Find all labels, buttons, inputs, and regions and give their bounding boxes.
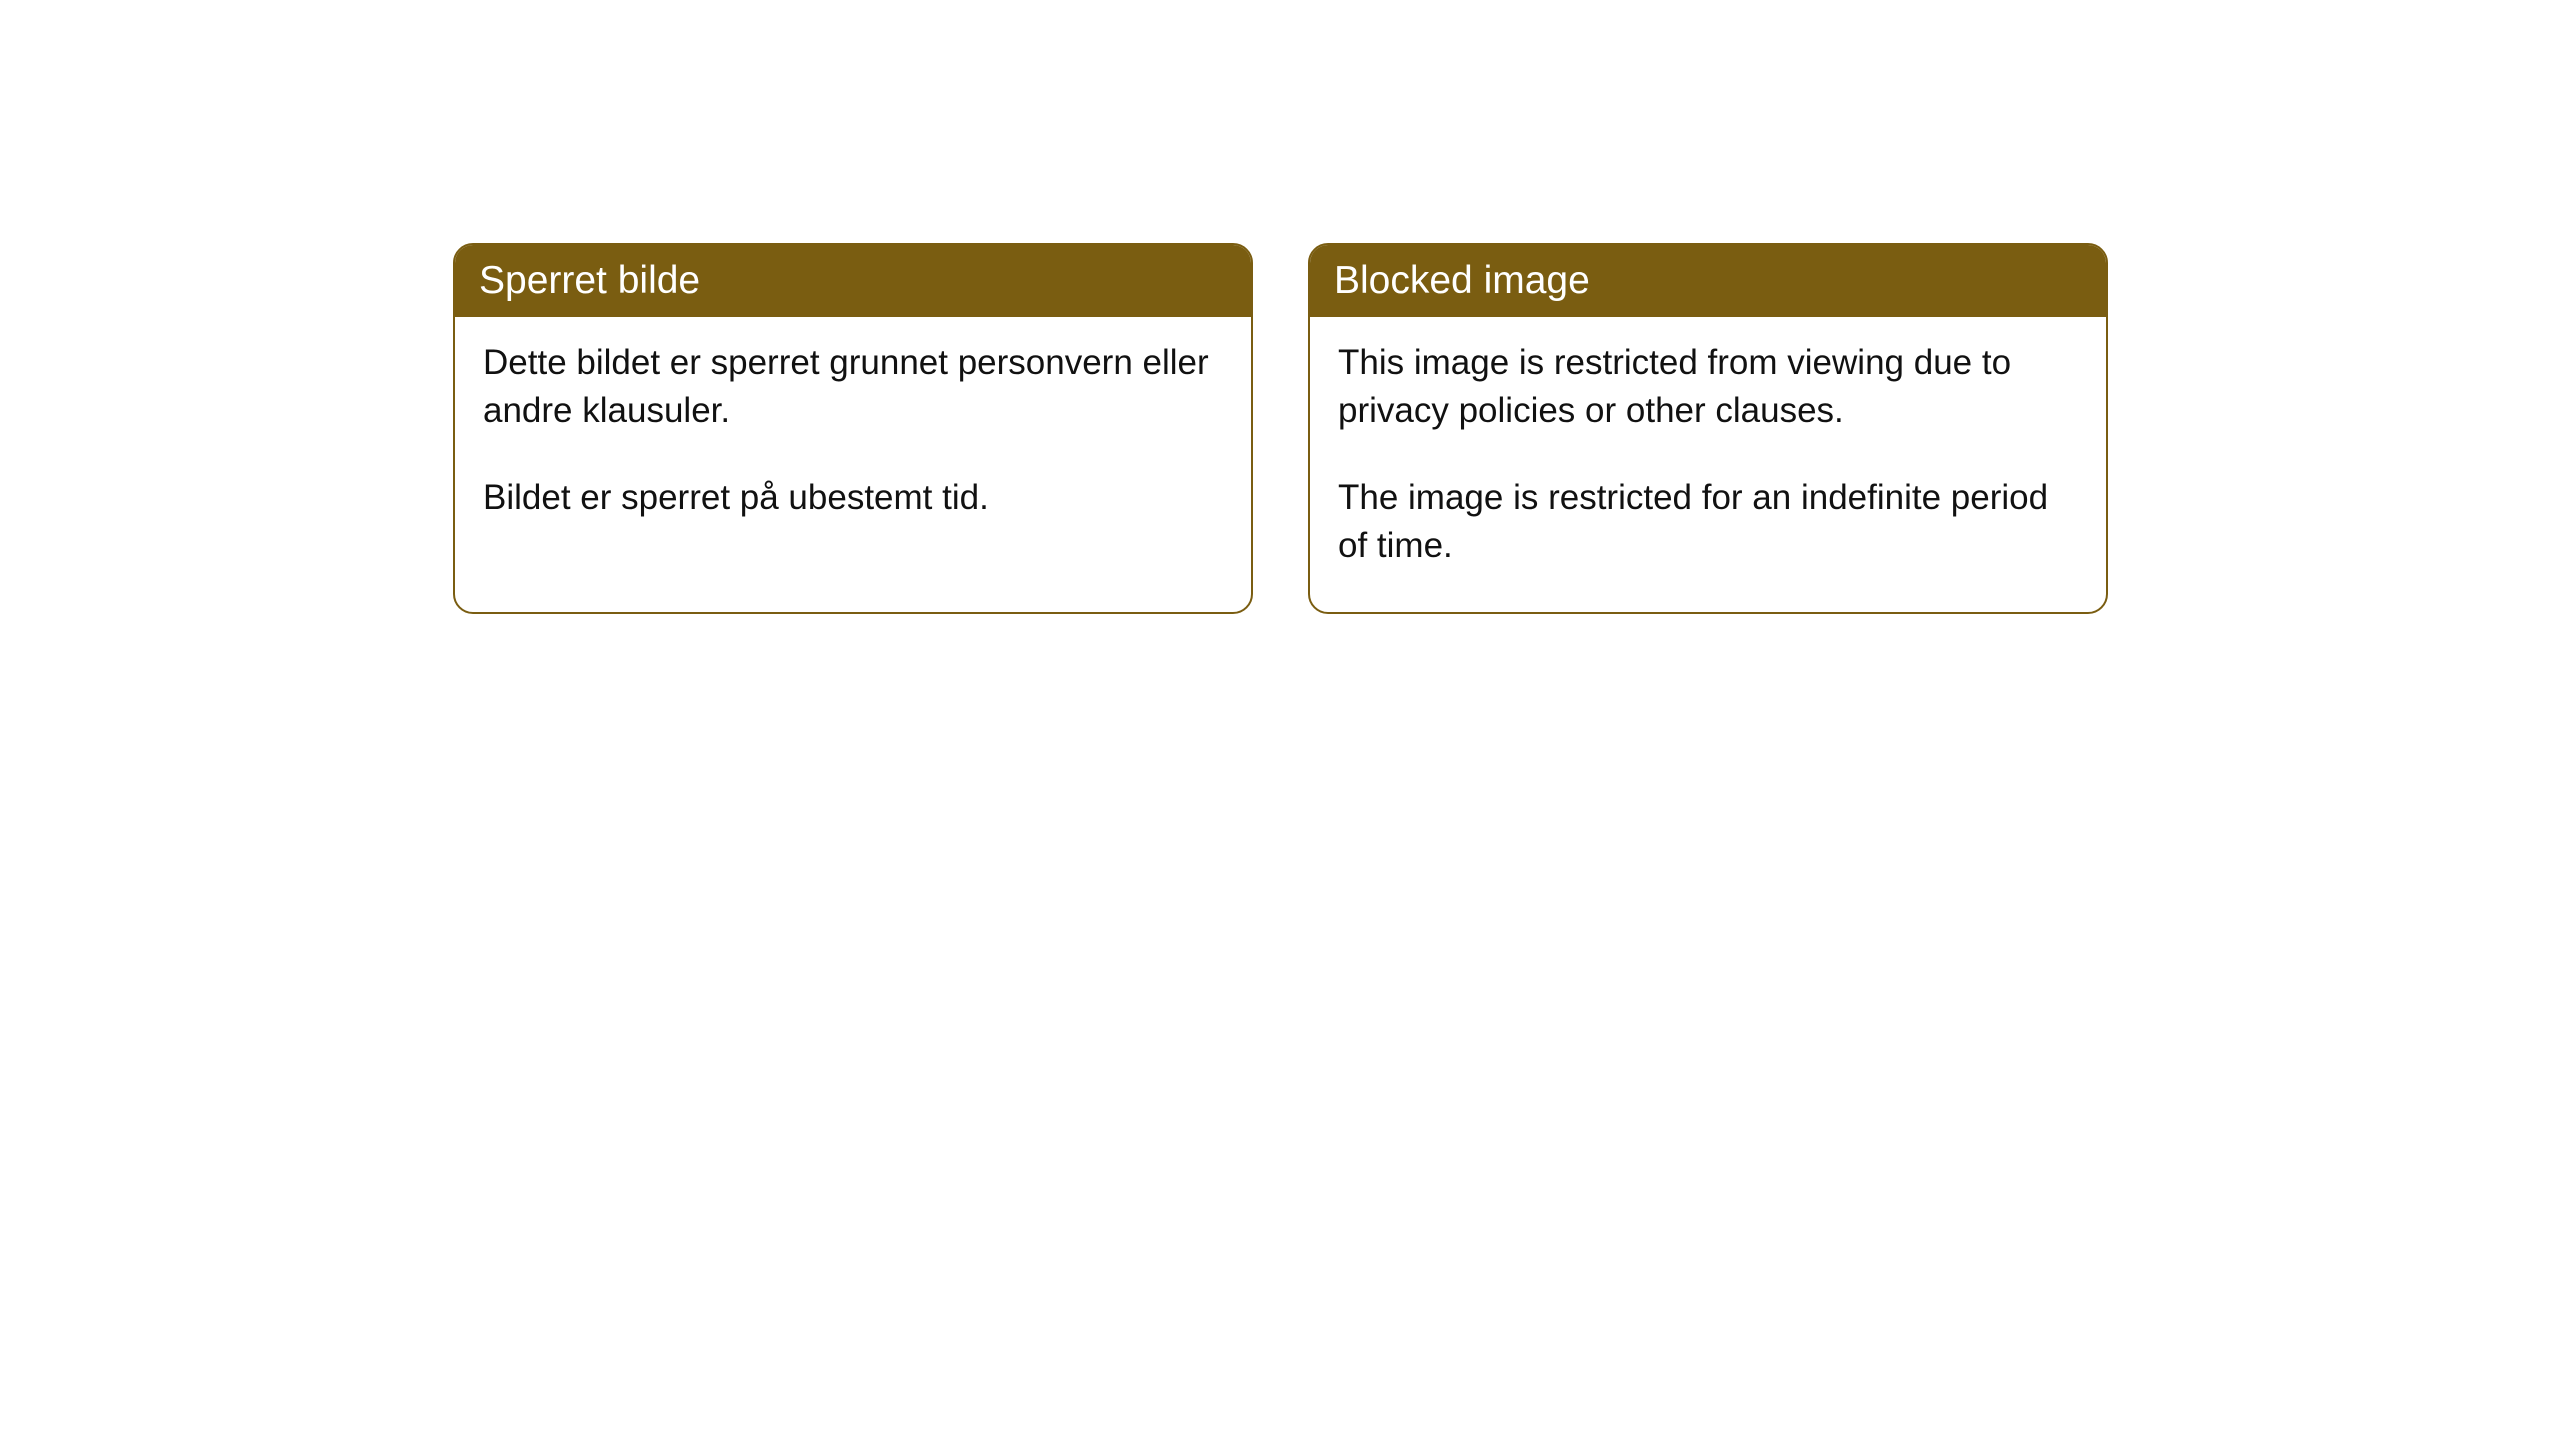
card-body: Dette bildet er sperret grunnet personve… xyxy=(455,317,1251,564)
card-title: Sperret bilde xyxy=(479,259,700,302)
card-body: This image is restricted from viewing du… xyxy=(1310,317,2106,612)
notice-card-norwegian: Sperret bilde Dette bildet er sperret gr… xyxy=(453,243,1253,614)
card-title: Blocked image xyxy=(1334,259,1590,302)
card-paragraph: This image is restricted from viewing du… xyxy=(1338,339,2078,436)
notice-cards-container: Sperret bilde Dette bildet er sperret gr… xyxy=(453,243,2108,614)
card-paragraph: Bildet er sperret på ubestemt tid. xyxy=(483,474,1223,522)
card-paragraph: The image is restricted for an indefinit… xyxy=(1338,474,2078,571)
card-paragraph: Dette bildet er sperret grunnet personve… xyxy=(483,339,1223,436)
card-header: Blocked image xyxy=(1310,245,2106,317)
notice-card-english: Blocked image This image is restricted f… xyxy=(1308,243,2108,614)
card-header: Sperret bilde xyxy=(455,245,1251,317)
